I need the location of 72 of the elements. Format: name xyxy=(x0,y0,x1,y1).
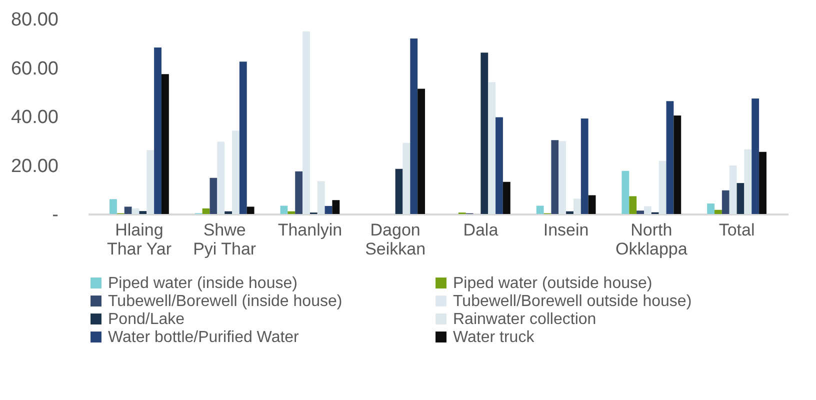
legend-label: Tubewell/Borewell (inside house) xyxy=(108,293,342,310)
bar xyxy=(132,208,140,214)
y-tick-label: 40.00 xyxy=(10,107,58,128)
legend-label: Tubewell/Borewell outside house) xyxy=(453,293,692,310)
bar xyxy=(288,211,296,214)
x-tick-label: Dagon Seikkan xyxy=(365,220,426,258)
bar xyxy=(317,181,325,214)
bar xyxy=(573,198,581,214)
bar xyxy=(551,140,559,214)
bar xyxy=(580,118,588,214)
bar xyxy=(759,152,766,214)
bar xyxy=(239,62,247,214)
bar xyxy=(418,88,426,214)
bar xyxy=(666,101,674,214)
x-tick-label: North Okklappa xyxy=(616,220,688,258)
y-tick-label: 80.00 xyxy=(10,10,58,30)
bar xyxy=(139,211,147,214)
bar xyxy=(629,196,637,214)
bar xyxy=(536,206,544,214)
bar xyxy=(502,182,510,214)
bar xyxy=(480,52,488,214)
bar xyxy=(752,98,760,214)
bar xyxy=(224,211,232,214)
bar xyxy=(161,74,169,214)
bar xyxy=(402,142,410,214)
legend-label: Rainwater collection xyxy=(453,311,596,328)
bar xyxy=(496,117,503,214)
bar xyxy=(210,178,218,214)
bar xyxy=(622,170,630,214)
bar xyxy=(674,116,682,214)
x-tick-label: Hlaing Thar Yar xyxy=(106,220,172,258)
bar xyxy=(124,206,132,214)
bar xyxy=(644,206,652,214)
legend-label: Piped water (inside house) xyxy=(108,275,298,292)
bar xyxy=(302,31,310,214)
bar xyxy=(246,206,254,214)
x-tick-label: Shwe Pyi Thar xyxy=(193,220,256,258)
bar xyxy=(566,211,574,214)
bar xyxy=(558,141,566,214)
bar xyxy=(110,199,117,214)
x-tick-label: Thanlyin xyxy=(278,220,342,240)
bar xyxy=(232,130,240,214)
legend-label: Piped water (outside house) xyxy=(453,275,652,292)
bar xyxy=(714,210,722,214)
bar xyxy=(707,204,715,214)
x-tick-label: Total xyxy=(718,220,755,240)
bar xyxy=(146,150,154,214)
bar xyxy=(736,183,744,214)
bar xyxy=(729,165,737,214)
y-tick-label: - xyxy=(52,204,58,226)
y-tick-label: 60.00 xyxy=(10,58,58,80)
legend-label: Water truck xyxy=(453,329,536,346)
bar xyxy=(332,200,340,214)
bar xyxy=(722,190,730,214)
bar xyxy=(154,48,162,214)
bar xyxy=(488,82,496,214)
bar xyxy=(744,149,752,214)
legend-label: Water bottle/Purified Water xyxy=(108,329,300,346)
x-tick-label: Insein xyxy=(543,220,589,240)
y-tick-label: 20.00 xyxy=(10,156,58,177)
bar xyxy=(280,206,288,214)
bar xyxy=(636,210,644,214)
bar xyxy=(588,195,596,214)
bar xyxy=(410,38,418,214)
legend-label: Pond/Lake xyxy=(108,311,185,328)
bar xyxy=(395,168,403,214)
bar xyxy=(295,171,303,214)
bar xyxy=(324,206,332,214)
bar xyxy=(202,208,210,214)
x-tick-label: Dala xyxy=(463,220,499,240)
bar xyxy=(217,142,225,214)
bar xyxy=(658,160,666,214)
